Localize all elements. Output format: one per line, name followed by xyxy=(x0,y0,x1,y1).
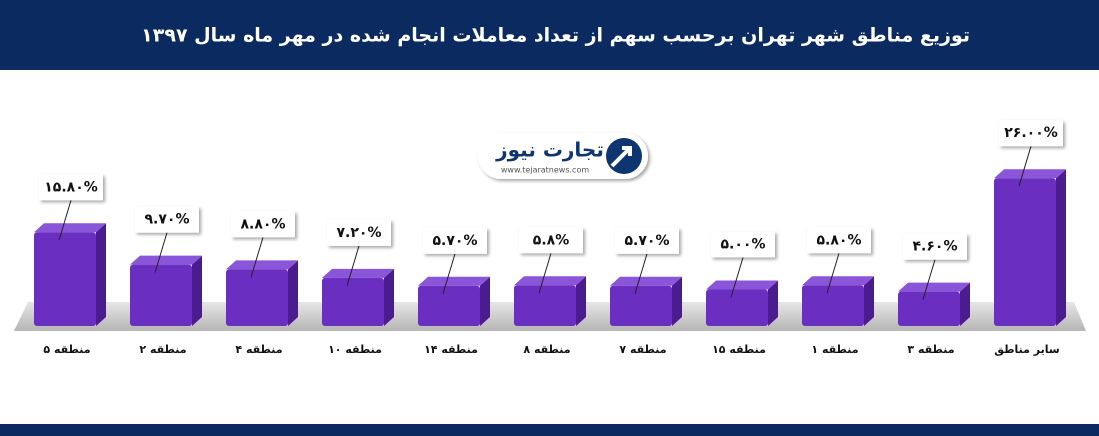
value-label-box xyxy=(519,227,583,254)
leader-line xyxy=(730,257,744,298)
bar-side xyxy=(96,223,106,326)
bar-top xyxy=(994,169,1066,179)
bar-top xyxy=(226,260,298,270)
value-label-box xyxy=(423,227,487,254)
value-label: ۵.۰۰% xyxy=(721,237,766,253)
bar-front xyxy=(994,178,1056,326)
x-tick-label: منطقه ۱ xyxy=(811,343,858,356)
bar xyxy=(994,169,1066,326)
x-tick-label: منطقه ۸ xyxy=(523,343,570,356)
bar-side xyxy=(960,282,970,326)
value-label: ۲۶.۰۰% xyxy=(1004,125,1058,141)
footer-band xyxy=(0,424,1099,436)
bar-side xyxy=(288,260,298,326)
bar-side xyxy=(384,268,394,326)
x-tick-label: منطقه ۴ xyxy=(235,343,282,356)
bar-top xyxy=(610,276,682,286)
bar-top xyxy=(418,276,490,286)
bar xyxy=(706,280,778,326)
value-label: ۷.۲۰% xyxy=(337,225,382,241)
chart-title: توزیع مناطق شهر تهران برحسب سهم از تعداد… xyxy=(141,25,970,47)
header-band xyxy=(0,0,1099,70)
bar-top xyxy=(706,280,778,290)
bar-top xyxy=(34,223,106,233)
bar-front xyxy=(130,264,192,326)
leader-line xyxy=(538,253,552,294)
x-tick-label: منطقه ۳ xyxy=(907,343,954,356)
bar-front xyxy=(418,285,480,326)
bar-front xyxy=(802,285,864,326)
x-tick-label: سایر مناطق xyxy=(994,343,1059,356)
leader-line xyxy=(634,253,648,294)
bar-front xyxy=(610,285,672,326)
bar-side xyxy=(768,280,778,326)
logo-arrow xyxy=(610,146,632,168)
x-tick-label: منطقه ۱۴ xyxy=(424,343,478,356)
x-tick-label: منطقه ۵ xyxy=(43,343,90,356)
value-label-box xyxy=(39,174,103,201)
value-label: ۵.۷۰% xyxy=(625,233,670,249)
bar-top xyxy=(322,268,394,278)
value-label: ۴.۶۰% xyxy=(913,239,958,255)
value-label-box xyxy=(135,206,199,233)
bar-front xyxy=(34,232,96,326)
bar-side xyxy=(1056,169,1066,326)
value-label: ۹.۷۰% xyxy=(145,212,190,228)
bar-side xyxy=(480,276,490,326)
bar-top xyxy=(514,276,586,286)
value-label: ۱۵.۸۰% xyxy=(44,179,98,195)
x-tick-label: منطقه ۷ xyxy=(619,343,666,356)
leader-line xyxy=(154,232,168,273)
value-label-box xyxy=(807,227,871,254)
value-label: ۵.۷۰% xyxy=(433,233,478,249)
value-label-box xyxy=(615,227,679,254)
leader-line xyxy=(826,253,840,294)
bar-top xyxy=(802,276,874,286)
value-label-box xyxy=(711,231,775,258)
bar xyxy=(34,223,106,326)
bar xyxy=(226,260,298,326)
leader-line xyxy=(250,237,264,278)
bar-front xyxy=(322,277,384,326)
bar-top xyxy=(898,282,970,292)
logo-box xyxy=(478,133,648,179)
logo: تجارت نیوز www.tejaratnews.com xyxy=(478,133,648,179)
x-tick-label: منطقه ۱۵ xyxy=(712,343,766,356)
bar xyxy=(322,268,394,326)
bar xyxy=(898,282,970,326)
value-label: ۵.۸% xyxy=(533,232,569,248)
bar-side xyxy=(576,276,586,326)
leader-line xyxy=(442,253,456,294)
bar xyxy=(610,276,682,326)
bar-front xyxy=(226,269,288,326)
bar-side xyxy=(864,276,874,326)
bar xyxy=(418,276,490,326)
bar-front xyxy=(706,289,768,326)
bar-top xyxy=(130,255,202,265)
x-tick-label: منطقه ۱۰ xyxy=(328,343,382,356)
value-label-box xyxy=(231,211,295,238)
value-label: ۵.۸۰% xyxy=(817,232,862,248)
leader-line xyxy=(922,259,936,300)
leader-line xyxy=(58,200,72,241)
value-label-box xyxy=(327,219,391,246)
leader-line xyxy=(1018,146,1032,187)
bar xyxy=(802,276,874,326)
bar-front xyxy=(514,285,576,326)
x-tick-label: منطقه ۲ xyxy=(139,343,186,356)
bar-side xyxy=(192,255,202,326)
bar-side xyxy=(672,276,682,326)
value-label-box xyxy=(903,233,967,260)
logo-url: www.tejaratnews.com xyxy=(501,166,589,175)
value-label: ۸.۸۰% xyxy=(241,216,286,232)
bar xyxy=(514,276,586,326)
bar-front xyxy=(898,291,960,326)
value-label-box xyxy=(999,120,1063,147)
logo-name: تجارت نیوز xyxy=(495,138,604,162)
leader-line xyxy=(346,245,360,286)
bar xyxy=(130,255,202,326)
